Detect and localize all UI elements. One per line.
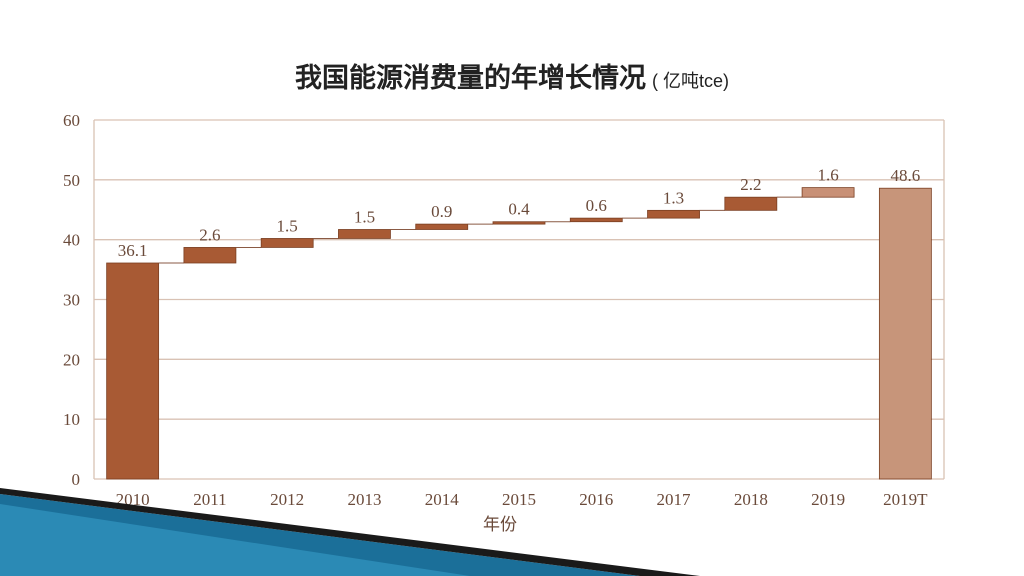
decor-dark-stripe [0, 488, 700, 576]
y-tick-label: 10 [63, 410, 80, 429]
bar-2011 [183, 247, 237, 264]
data-label: 0.6 [586, 196, 607, 215]
chart-title: 我国能源消费量的年增长情况( 亿吨tce) [0, 56, 1024, 95]
x-tick-label: 2019 [811, 490, 845, 509]
data-label: 2.2 [740, 175, 761, 194]
bar-2017 [647, 209, 700, 219]
bar-2010 [106, 262, 160, 480]
data-label: 36.1 [118, 241, 148, 260]
x-tick-label: 2017 [657, 490, 692, 509]
bar-2013 [338, 229, 391, 239]
bar-2019 [801, 187, 855, 198]
y-tick-label: 40 [63, 231, 80, 250]
y-tick-label: 0 [72, 470, 81, 489]
data-label: 1.6 [817, 166, 838, 185]
data-label: 1.5 [277, 216, 298, 235]
decor-blue-stripe-light [0, 504, 470, 576]
y-tick-label: 60 [63, 111, 80, 130]
chart-title-unit: ( 亿吨tce) [651, 71, 729, 91]
y-tick-label: 50 [63, 171, 80, 190]
bar-2018 [724, 196, 778, 211]
data-label: 1.3 [663, 188, 684, 207]
bar-2019T [878, 187, 932, 480]
y-tick-label: 20 [63, 350, 80, 369]
bar-2016 [569, 217, 623, 223]
x-tick-label: 2018 [734, 490, 768, 509]
y-tick-label: 30 [63, 291, 80, 310]
bar-2015 [492, 221, 546, 225]
x-tick-label: 2012 [270, 490, 304, 509]
data-label: 2.6 [199, 225, 220, 244]
chart-title-text: 我国能源消费量的年增长情况 [294, 63, 646, 94]
x-tick-label: 2013 [347, 490, 381, 509]
data-label: 0.9 [431, 202, 452, 221]
x-tick-label: 2015 [502, 490, 536, 509]
bar-2012 [260, 238, 314, 248]
x-tick-label: 2014 [425, 490, 460, 509]
x-axis-title: 年份 [483, 515, 517, 535]
data-label: 48.6 [890, 166, 920, 185]
x-tick-label: 2011 [193, 490, 226, 509]
x-tick-label: 2019T [883, 490, 928, 509]
data-label: 1.5 [354, 207, 375, 226]
bar-2014 [415, 223, 469, 230]
x-tick-label: 2016 [579, 490, 613, 509]
data-label: 0.4 [508, 200, 530, 219]
